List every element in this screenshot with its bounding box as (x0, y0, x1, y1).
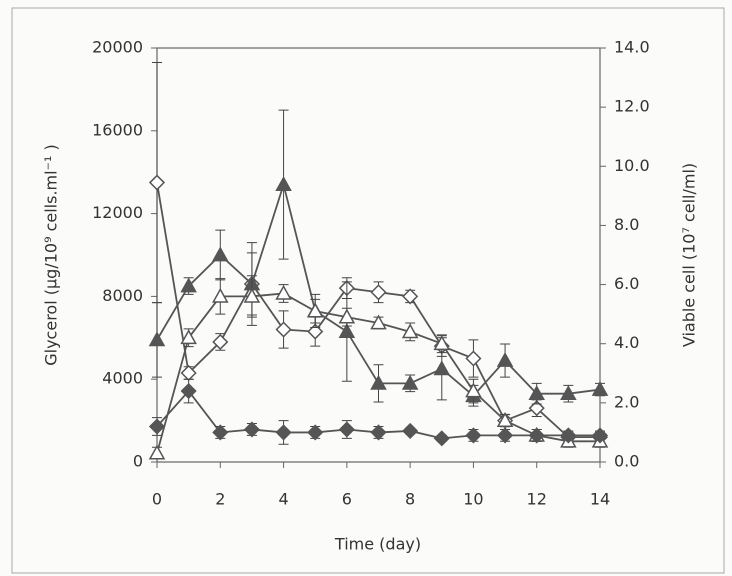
x-tick-label: 14 (590, 490, 610, 509)
y2-tick-label: 12.0 (614, 97, 650, 116)
y2-tick-label: 14.0 (614, 38, 650, 57)
x-tick-label: 4 (278, 490, 288, 509)
chart: Time (day) Glycerol (µg/10⁹ cells.ml⁻¹ )… (0, 0, 732, 576)
y2-tick-label: 0.0 (614, 452, 639, 471)
y-axis-title: Glycerol (µg/10⁹ cells.ml⁻¹ ) (42, 144, 61, 366)
x-tick-label: 10 (463, 490, 483, 509)
y2-tick-label: 4.0 (614, 333, 639, 352)
y-tick-label: 4000 (102, 369, 143, 388)
y-tick-label: 0 (133, 452, 143, 471)
x-tick-label: 12 (527, 490, 547, 509)
x-tick-label: 0 (152, 490, 162, 509)
y-tick-label: 20000 (92, 38, 143, 57)
x-tick-label: 8 (405, 490, 415, 509)
y2-axis-title: Viable cell (10⁷ cell/ml) (680, 163, 699, 347)
y2-tick-label: 2.0 (614, 392, 639, 411)
y-tick-label: 8000 (102, 286, 143, 305)
x-tick-label: 2 (215, 490, 225, 509)
y2-tick-label: 8.0 (614, 215, 639, 234)
y2-tick-label: 10.0 (614, 156, 650, 175)
y-tick-label: 12000 (92, 203, 143, 222)
x-axis-title: Time (day) (334, 535, 421, 554)
y2-tick-label: 6.0 (614, 274, 639, 293)
y-tick-label: 16000 (92, 120, 143, 139)
x-tick-label: 6 (342, 490, 352, 509)
